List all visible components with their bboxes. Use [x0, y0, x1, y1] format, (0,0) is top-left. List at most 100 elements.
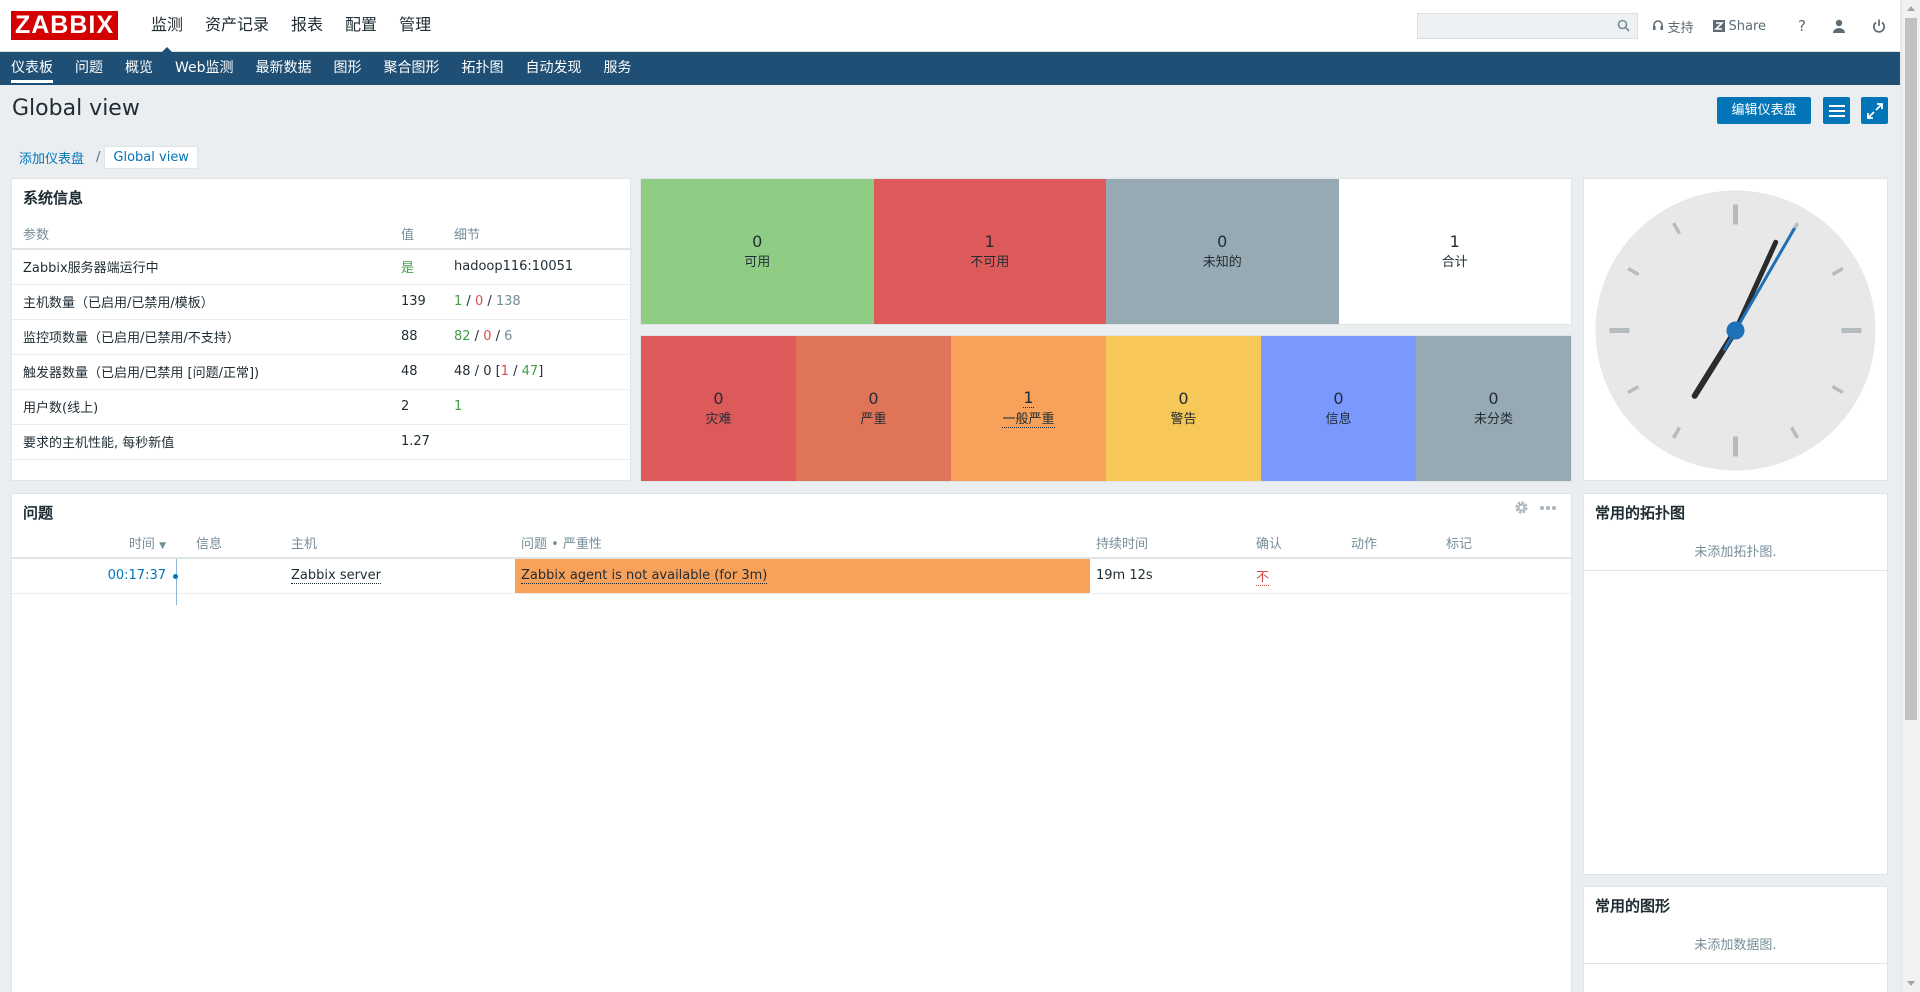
- column-header: 持续时间: [1090, 528, 1250, 559]
- table-row: 00:17:37 Zabbix server Zabbix agent is n…: [12, 558, 1573, 605]
- favourite-graphs-widget: 常用的图形 未添加数据图.: [1583, 886, 1888, 992]
- host-available-tile[interactable]: 0 可用: [641, 179, 874, 324]
- tile-count: 0: [713, 389, 724, 408]
- user-profile-icon[interactable]: [1832, 19, 1846, 33]
- subnav-discovery[interactable]: 自动发现: [525, 60, 582, 76]
- severity-information-tile[interactable]: 0 信息: [1261, 336, 1416, 481]
- nav-monitoring[interactable]: 监测: [140, 0, 194, 54]
- timeline-line: [176, 559, 177, 605]
- detail-cell: [443, 424, 632, 460]
- subnav-problems[interactable]: 问题: [75, 60, 103, 76]
- problems-by-severity-widget: 0 灾难 0 严重 1 一般严重 0 警告 0 信息 0 未分类: [640, 335, 1572, 482]
- subnav-dashboard[interactable]: 仪表板: [0, 52, 64, 85]
- share-icon: [1712, 20, 1725, 32]
- severity-warning-tile[interactable]: 0 警告: [1106, 336, 1261, 481]
- tile-label: 灾难: [705, 412, 732, 427]
- column-header: 细节: [443, 219, 632, 250]
- problem-time[interactable]: 00:17:37: [12, 558, 176, 594]
- subnav-latest-data[interactable]: 最新数据: [255, 60, 312, 76]
- host-unknown-tile[interactable]: 0 未知的: [1106, 179, 1339, 324]
- clock-minute-hand: [1733, 239, 1779, 333]
- search-input[interactable]: [1417, 14, 1608, 38]
- subnav-overview[interactable]: 概览: [125, 60, 153, 76]
- system-info-widget: 系统信息 参数 值 细节 Zabbix服务器端运行中 是 hadoop116:1…: [11, 178, 632, 481]
- dashboard-menu-button[interactable]: [1823, 97, 1850, 124]
- column-header: 主机: [285, 528, 515, 559]
- problem-count: 1: [500, 364, 509, 379]
- nav-administration[interactable]: 管理: [399, 15, 432, 34]
- column-header: 值: [390, 219, 443, 250]
- param-cell: 要求的主机性能, 每秒新值: [12, 424, 390, 460]
- nav-reports[interactable]: 报表: [291, 15, 324, 34]
- breadcrumb-current[interactable]: Global view: [104, 146, 198, 169]
- host-link[interactable]: Zabbix server: [291, 568, 381, 585]
- param-cell: 用户数(线上): [12, 389, 390, 425]
- share-link[interactable]: Share: [1712, 19, 1766, 34]
- widget-title: 常用的图形: [1595, 897, 1671, 915]
- tile-count: 0: [1178, 389, 1189, 408]
- template-count: 138: [495, 294, 521, 309]
- column-header: 信息: [190, 528, 285, 559]
- page-scrollbar[interactable]: [1901, 0, 1920, 992]
- param-cell: 主机数量（已启用/已禁用/模板）: [12, 284, 390, 320]
- disabled-count: 0: [483, 364, 492, 379]
- tile-count: 0: [1488, 389, 1499, 408]
- sort-desc-icon: ▼: [159, 541, 166, 551]
- subnav-screens[interactable]: 聚合图形: [383, 60, 440, 76]
- nav-configuration[interactable]: 配置: [345, 15, 378, 34]
- subnav-graphs[interactable]: 图形: [333, 60, 362, 76]
- nav-inventory[interactable]: 资产记录: [205, 15, 270, 34]
- scroll-up-icon[interactable]: [1907, 6, 1915, 11]
- main-nav: 监测 资产记录 报表 配置 管理: [140, 0, 442, 54]
- problem-ack[interactable]: 不: [1250, 558, 1345, 594]
- support-link[interactable]: 支持: [1652, 17, 1694, 36]
- fullscreen-button[interactable]: [1861, 97, 1888, 124]
- problem-host[interactable]: Zabbix server: [285, 558, 515, 594]
- logout-icon[interactable]: [1872, 19, 1886, 33]
- unsupported-count: 6: [504, 329, 513, 344]
- detail-cell: 1 / 0 / 138: [443, 284, 632, 320]
- scrollbar-thumb[interactable]: [1905, 18, 1917, 720]
- subnav-services[interactable]: 服务: [603, 60, 632, 76]
- column-header: 问题 • 严重性: [515, 528, 1090, 559]
- tile-count: 0: [1333, 389, 1344, 408]
- search-box: [1416, 13, 1638, 39]
- severity-average-tile[interactable]: 1 一般严重: [951, 336, 1106, 481]
- clock-tick: [1671, 222, 1682, 235]
- subnav-maps[interactable]: 拓扑图: [461, 60, 504, 76]
- help-icon[interactable]: ?: [1798, 17, 1806, 35]
- severity-high-tile[interactable]: 0 严重: [796, 336, 951, 481]
- sub-nav: 仪表板 问题 概览 Web监测 最新数据 图形 聚合图形 拓扑图 自动发现 服务: [0, 52, 1900, 85]
- header-tools: 支持 Share ?: [1416, 0, 1901, 52]
- param-cell: Zabbix服务器端运行中: [12, 249, 390, 285]
- search-icon[interactable]: [1617, 19, 1630, 36]
- enabled-count: 82: [454, 329, 471, 344]
- host-total-tile[interactable]: 1 合计: [1338, 179, 1571, 324]
- favourite-maps-widget: 常用的拓扑图 未添加拓扑图.: [1583, 493, 1888, 875]
- table-header-row: 参数 值 细节: [12, 219, 632, 250]
- widget-title: 常用的拓扑图: [1595, 504, 1686, 522]
- value-cell: 1.27: [390, 424, 443, 460]
- problem-time-link[interactable]: 00:17:37: [107, 568, 166, 584]
- zabbix-logo[interactable]: ZABBIX: [11, 11, 118, 40]
- problem-link[interactable]: Zabbix agent is not available (for 3m): [521, 568, 768, 585]
- more-options-icon[interactable]: [1539, 505, 1557, 511]
- problem-actions: [1345, 558, 1440, 594]
- breadcrumb-parent[interactable]: 添加仪表盘: [19, 152, 85, 167]
- severity-not-classified-tile[interactable]: 0 未分类: [1416, 336, 1571, 481]
- subnav-web[interactable]: Web监测: [175, 60, 234, 76]
- scroll-down-icon[interactable]: [1907, 981, 1915, 986]
- severity-disaster-tile[interactable]: 0 灾难: [641, 336, 796, 481]
- edit-dashboard-button[interactable]: 编辑仪表盘: [1717, 97, 1811, 124]
- gear-icon[interactable]: [1514, 500, 1529, 515]
- page-title: Global view: [12, 96, 140, 121]
- enabled-count: 48: [454, 364, 471, 379]
- problem-name-cell[interactable]: Zabbix agent is not available (for 3m): [515, 558, 1090, 594]
- support-label: 支持: [1667, 20, 1694, 36]
- column-header-time[interactable]: 时间 ▼: [12, 528, 176, 559]
- table-row: 监控项数量（已启用/已禁用/不支持） 88 82 / 0 / 6: [12, 319, 632, 355]
- ack-link[interactable]: 不: [1256, 570, 1270, 587]
- problem-duration: 19m 12s: [1090, 558, 1250, 594]
- host-unavailable-tile[interactable]: 1 不可用: [873, 179, 1106, 324]
- column-header: 确认: [1250, 528, 1345, 559]
